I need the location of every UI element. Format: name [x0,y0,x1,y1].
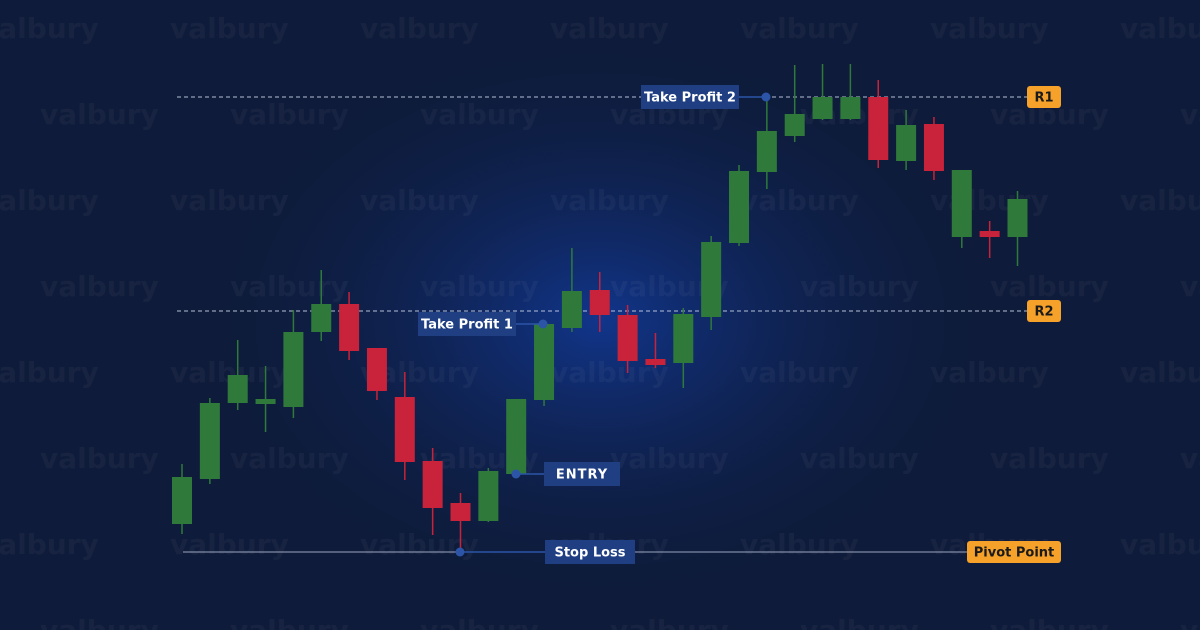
level-badge [967,541,1061,563]
candle-body [673,314,694,363]
annotation-box [544,462,620,486]
watermark-text: valbury [0,184,99,217]
candle-body [840,97,861,119]
candle-body [283,332,304,407]
watermark-text: valbury [800,270,919,303]
annotation-dot [455,547,465,557]
watermark-text: valbury [0,356,99,389]
candle-body [645,359,666,365]
watermark-text: valbury [930,184,1049,217]
candle-body [255,399,276,404]
level-label: R1 [1034,91,1053,106]
watermark-text: valbury [230,98,349,131]
candle-body [311,304,332,332]
watermark-text: valbury [1120,12,1200,45]
watermark-text: valbury [990,270,1109,303]
watermark-text: valbury [230,614,349,630]
watermark-text: valbury [230,442,349,475]
watermark-text: valbury [1120,356,1200,389]
watermark-text: valbury [800,442,919,475]
watermark-text: valbury [230,270,349,303]
candle-body [868,97,889,160]
watermark-text: valbury [800,614,919,630]
candle-body [729,171,749,243]
annotation-label: Stop Loss [554,546,625,561]
candle-body [339,304,360,351]
watermark-text: valbury [610,614,729,630]
watermark-text: valbury [170,12,289,45]
candle-body [951,170,972,237]
watermark-text: valbury [610,442,729,475]
candle-body [227,375,248,403]
watermark-text: valbury [1180,270,1200,303]
watermark-text: valbury [360,184,479,217]
candle-body [701,242,722,317]
candle-body [199,403,220,479]
candle-body [896,125,917,161]
candle-body [923,124,944,171]
annotation-box [545,540,635,564]
watermark-text: valbury [990,442,1109,475]
annotation-dot [538,319,548,329]
watermark-text: valbury [990,614,1109,630]
watermark-text: valbury [420,614,539,630]
watermark-text: valbury [740,12,859,45]
candle-body [1007,199,1028,237]
level-label: R2 [1034,305,1053,320]
watermark-text: valbury [420,98,539,131]
watermark-text: valbury [1120,528,1200,561]
watermark-layer: valbury valbury valbury valbury valbury valbu… [0,12,1200,630]
candle-body [172,477,192,524]
watermark-text: valbury [420,270,539,303]
candle-body [366,348,387,391]
watermark-text: valbury [0,12,99,45]
watermark-text: valbury [40,98,159,131]
watermark-text: valbury [930,12,1049,45]
candle-body [756,131,777,172]
watermark-text: valbury [930,356,1049,389]
level-label: Pivot Point [974,546,1055,561]
watermark-text: valbury [1120,184,1200,217]
watermark-text: valbury [740,528,859,561]
watermark-text: valbury [550,12,669,45]
candle-body [979,231,1000,237]
candle-body [422,461,443,508]
candle-body [561,291,582,328]
candle-body [617,315,638,361]
candle-body [450,503,471,521]
level-badge [1027,300,1061,322]
candle-body [506,399,527,474]
watermark-text: valbury [550,184,669,217]
candle-body [534,324,555,400]
watermark-text: valbury [1180,442,1200,475]
candle-body [394,397,415,462]
watermark-text: valbury [1180,98,1200,131]
level-badge [1027,86,1061,108]
annotation-label: Take Profit 2 [644,91,736,106]
annotation-dot [511,469,521,479]
candle-body [478,471,499,521]
annotation-label: Take Profit 1 [421,318,513,333]
watermark-text: valbury [740,356,859,389]
watermark-text: valbury [170,184,289,217]
watermark-text: valbury [40,270,159,303]
watermark-text: valbury [740,184,859,217]
annotation-label: ENTRY [556,468,608,483]
watermark-text: valbury [40,442,159,475]
watermark-text: valbury [0,528,99,561]
watermark-text: valbury [170,528,289,561]
annotation-box [641,85,739,109]
watermark-text: valbury [40,614,159,630]
annotation-box [418,312,516,336]
watermark-text: valbury [1180,614,1200,630]
candle-body [812,97,833,119]
watermark-text: valbury [360,12,479,45]
annotation-dot [761,92,771,102]
candle-body [784,114,805,136]
candle-body [589,290,610,315]
